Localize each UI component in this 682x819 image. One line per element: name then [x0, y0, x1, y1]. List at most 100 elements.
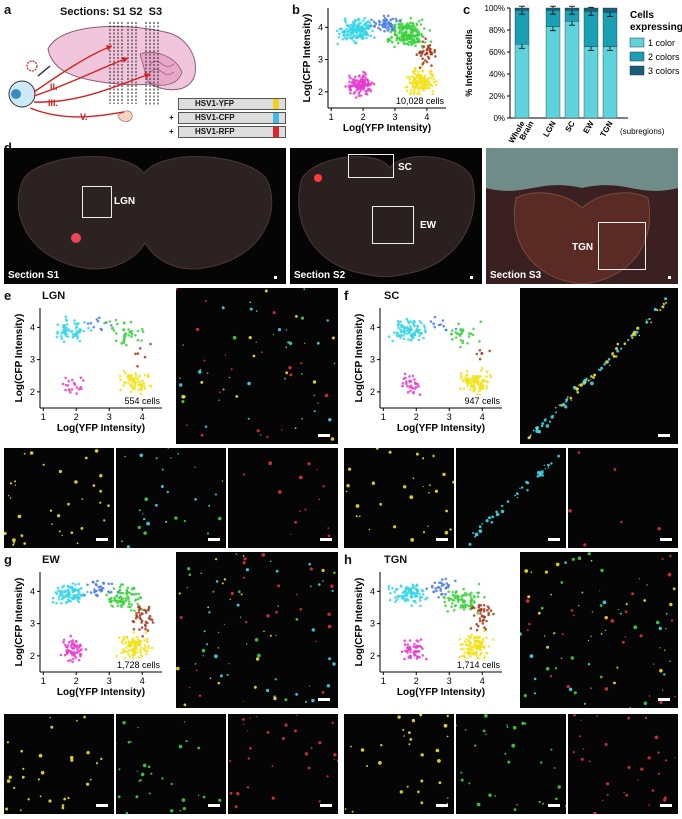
y-tick-label: 3	[370, 619, 375, 629]
data-point	[341, 30, 344, 33]
data-point	[122, 341, 126, 344]
cell-signal	[637, 779, 639, 781]
data-point	[345, 38, 348, 41]
cell-signal	[285, 346, 288, 349]
data-point	[136, 329, 140, 333]
data-point	[389, 591, 392, 595]
data-point	[119, 388, 122, 391]
data-point	[439, 587, 442, 590]
cell-signal	[29, 451, 34, 455]
cell-signal	[415, 452, 419, 456]
data-point	[421, 40, 424, 43]
data-point	[443, 600, 447, 604]
data-point	[144, 631, 148, 634]
scale-bar	[274, 276, 277, 279]
data-point	[383, 25, 386, 28]
cell-signal	[482, 729, 486, 733]
data-point	[467, 653, 470, 656]
data-point	[100, 587, 103, 590]
cell-signal	[616, 346, 618, 349]
data-point	[488, 349, 491, 353]
cell-signal	[268, 461, 273, 466]
data-point	[409, 16, 413, 20]
cell-signal	[429, 484, 431, 487]
cell-signal	[217, 681, 221, 685]
data-point	[360, 88, 363, 92]
cell-signal	[590, 378, 592, 381]
cell-signal	[619, 612, 622, 615]
cell-signal	[155, 457, 158, 460]
cell-signal	[417, 790, 420, 794]
data-point	[144, 649, 147, 653]
cell-signal	[420, 779, 424, 783]
cell-signal	[378, 761, 382, 765]
cell-signal	[664, 297, 668, 301]
data-point	[413, 642, 416, 646]
cell-signal	[13, 786, 16, 789]
bar-segment	[564, 21, 580, 119]
cell-signal	[224, 354, 227, 356]
cell-signal	[618, 609, 620, 611]
cell-signal	[577, 604, 580, 607]
cell-signal	[600, 366, 604, 370]
cell-signal	[536, 428, 538, 430]
cell-signal	[179, 809, 181, 812]
x-axis-label: Log(YFP Intensity)	[343, 123, 431, 134]
cell-signal	[647, 756, 651, 760]
data-point	[362, 87, 365, 91]
y-axis-label: Log(CFP Intensity)	[302, 14, 313, 103]
cell-signal	[420, 801, 424, 805]
data-point	[481, 384, 485, 387]
cell-signal	[315, 640, 317, 643]
cell-signal	[121, 540, 124, 543]
cell-signal	[419, 714, 423, 717]
cell-signal	[664, 759, 667, 762]
data-point	[130, 335, 133, 338]
data-point	[412, 82, 415, 86]
cell-signal	[130, 740, 132, 743]
data-point	[469, 599, 473, 602]
legend-title-line2: expressing:	[630, 22, 682, 33]
data-point	[465, 638, 469, 641]
data-point	[464, 378, 468, 381]
data-point	[395, 19, 398, 23]
data-point	[405, 76, 409, 79]
cell-signal	[501, 504, 504, 508]
data-point	[386, 14, 390, 18]
cell-signals	[572, 714, 676, 814]
data-point	[359, 28, 362, 32]
cell-signal	[161, 777, 164, 780]
cell-signal	[393, 525, 397, 529]
data-point	[66, 585, 70, 588]
cell-signal	[649, 695, 651, 697]
data-point	[63, 643, 67, 647]
data-point	[416, 589, 419, 592]
cell-signal	[49, 716, 51, 719]
data-point	[391, 339, 394, 343]
cell-signal	[565, 804, 566, 807]
data-point	[411, 75, 414, 78]
cell-signal	[560, 657, 563, 659]
data-point	[437, 596, 440, 599]
cell-signal	[181, 394, 186, 399]
y-tick-label: 4	[30, 322, 35, 332]
cell-signal	[155, 503, 158, 507]
cell-signal	[327, 534, 331, 538]
data-point	[403, 372, 407, 376]
data-point	[462, 387, 466, 391]
x-tick-label: 2	[361, 112, 366, 122]
data-point	[77, 330, 81, 333]
pathway-label-iii: III.	[48, 98, 59, 108]
data-point	[105, 321, 108, 324]
cell-signal	[541, 422, 545, 425]
data-point	[133, 587, 136, 590]
data-point	[72, 652, 76, 655]
cell-signal	[138, 509, 141, 512]
data-point	[140, 626, 144, 629]
x-tick-label: 4	[480, 676, 485, 686]
data-point	[135, 640, 139, 644]
data-point	[72, 646, 76, 650]
cell-signal	[583, 702, 586, 705]
data-point	[464, 643, 468, 646]
data-point	[80, 594, 83, 597]
